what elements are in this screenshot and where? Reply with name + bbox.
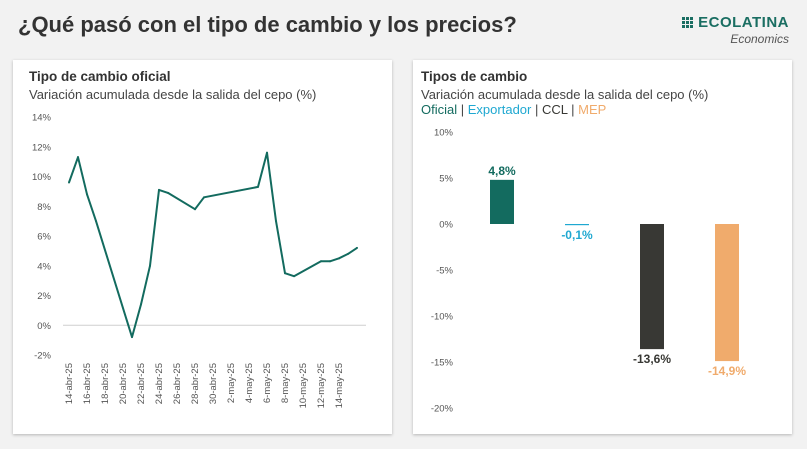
legend-ccl: CCL — [542, 102, 568, 117]
series-line-oficial — [68, 151, 358, 339]
x-tick-label: 4-may-25 — [244, 363, 255, 403]
bar-chart-card: Tipos de cambio Variación acumulada desd… — [413, 60, 792, 434]
x-tick-label: 14-abr-25 — [64, 363, 75, 404]
data-point — [68, 181, 70, 184]
x-tick-label: 2-may-25 — [226, 363, 237, 403]
line-chart-subtitle: Variación acumulada desde la salida del … — [29, 87, 317, 102]
y-tick-label: -5% — [436, 266, 453, 277]
bar-exportador — [565, 224, 589, 226]
data-point — [266, 151, 268, 154]
bar-chart-title: Tipos de cambio — [421, 69, 528, 84]
x-tick-label: 22-abr-25 — [136, 363, 147, 404]
data-label: -0,1% — [561, 228, 593, 242]
data-point — [131, 336, 133, 339]
ecolatina-logo: ECOLATINA Economics — [682, 14, 789, 46]
y-tick-label: 12% — [32, 142, 52, 153]
y-tick-label: 10% — [32, 172, 52, 183]
data-label: 4,8% — [488, 164, 516, 178]
x-tick-label: 16-abr-25 — [82, 363, 93, 404]
x-tick-label: 18-abr-25 — [100, 363, 111, 404]
x-tick-label: 10-may-25 — [298, 363, 309, 408]
y-tick-label: 6% — [37, 232, 51, 243]
data-label: -13,6% — [633, 352, 671, 366]
data-point — [77, 156, 79, 159]
x-tick-label: 24-abr-25 — [154, 363, 165, 404]
bar-mep — [715, 224, 739, 362]
data-label: -14,9% — [708, 364, 746, 378]
y-tick-label: 2% — [37, 291, 51, 302]
x-tick-label: 6-may-25 — [262, 363, 273, 403]
data-point — [149, 264, 151, 267]
y-tick-label: -20% — [431, 404, 454, 415]
legend-separator: | — [460, 102, 465, 117]
logo-subtitle: Economics — [730, 32, 789, 46]
line-chart-title: Tipo de cambio oficial — [29, 69, 171, 84]
legend-separator: | — [534, 102, 539, 117]
data-point — [284, 272, 286, 275]
bar-chart: 10% 5% 0% -5% -10% -15% -20% 4,8% -0,1% -13,6% -14… — [431, 128, 747, 415]
x-tick-label: 12-may-25 — [316, 363, 327, 408]
y-tick-label: 0% — [439, 220, 453, 231]
logo-grid-icon — [682, 17, 694, 28]
legend-oficial: Oficial — [421, 102, 458, 117]
bar-chart-subtitle: Variación acumulada desde la salida del … — [421, 87, 709, 102]
data-point — [194, 208, 196, 211]
x-tick-label: 20-abr-25 — [118, 363, 129, 404]
y-tick-label: -15% — [431, 358, 454, 369]
line-chart: 14% 12% 10% 8% 6% 4% 2% 0% -2% 14-abr-25 16-abr-25… — [32, 113, 366, 408]
y-tick-label: 4% — [37, 261, 51, 272]
logo-name: ECOLATINA — [698, 14, 789, 31]
data-point — [356, 246, 358, 249]
data-point — [293, 275, 295, 278]
legend-mep: MEP — [578, 102, 607, 117]
data-point — [329, 260, 331, 263]
x-tick-label: 30-abr-25 — [208, 363, 219, 404]
y-tick-label: -2% — [34, 351, 51, 362]
data-point — [140, 303, 142, 306]
y-tick-label: -10% — [431, 312, 454, 323]
data-point — [257, 185, 259, 188]
y-tick-label: 5% — [439, 174, 453, 185]
line-chart-card: Tipo de cambio oficial Variación acumula… — [13, 60, 392, 434]
bar-oficial — [490, 179, 514, 224]
data-point — [167, 191, 169, 194]
page-title: ¿Qué pasó con el tipo de cambio y los pr… — [18, 12, 517, 37]
data-point — [158, 188, 160, 191]
x-tick-label: 8-may-25 — [280, 363, 291, 403]
x-tick-label: 28-abr-25 — [190, 363, 201, 404]
y-tick-label: 0% — [37, 321, 51, 332]
data-point — [320, 260, 322, 263]
data-point — [86, 193, 88, 196]
data-point — [275, 220, 277, 223]
data-point — [203, 196, 205, 199]
legend-exportador: Exportador — [467, 102, 532, 117]
bar-chart-legend: Oficial | Exportador | CCL | MEP — [421, 102, 606, 117]
bar-ccl — [640, 224, 664, 350]
data-point — [95, 220, 97, 223]
data-point — [338, 257, 340, 260]
y-tick-label: 8% — [37, 202, 51, 213]
legend-separator: | — [571, 102, 575, 117]
x-tick-label: 26-abr-25 — [172, 363, 183, 404]
y-tick-label: 14% — [32, 113, 52, 124]
y-tick-label: 10% — [434, 128, 454, 139]
x-tick-label: 14-may-25 — [334, 363, 345, 408]
data-point — [347, 252, 349, 255]
